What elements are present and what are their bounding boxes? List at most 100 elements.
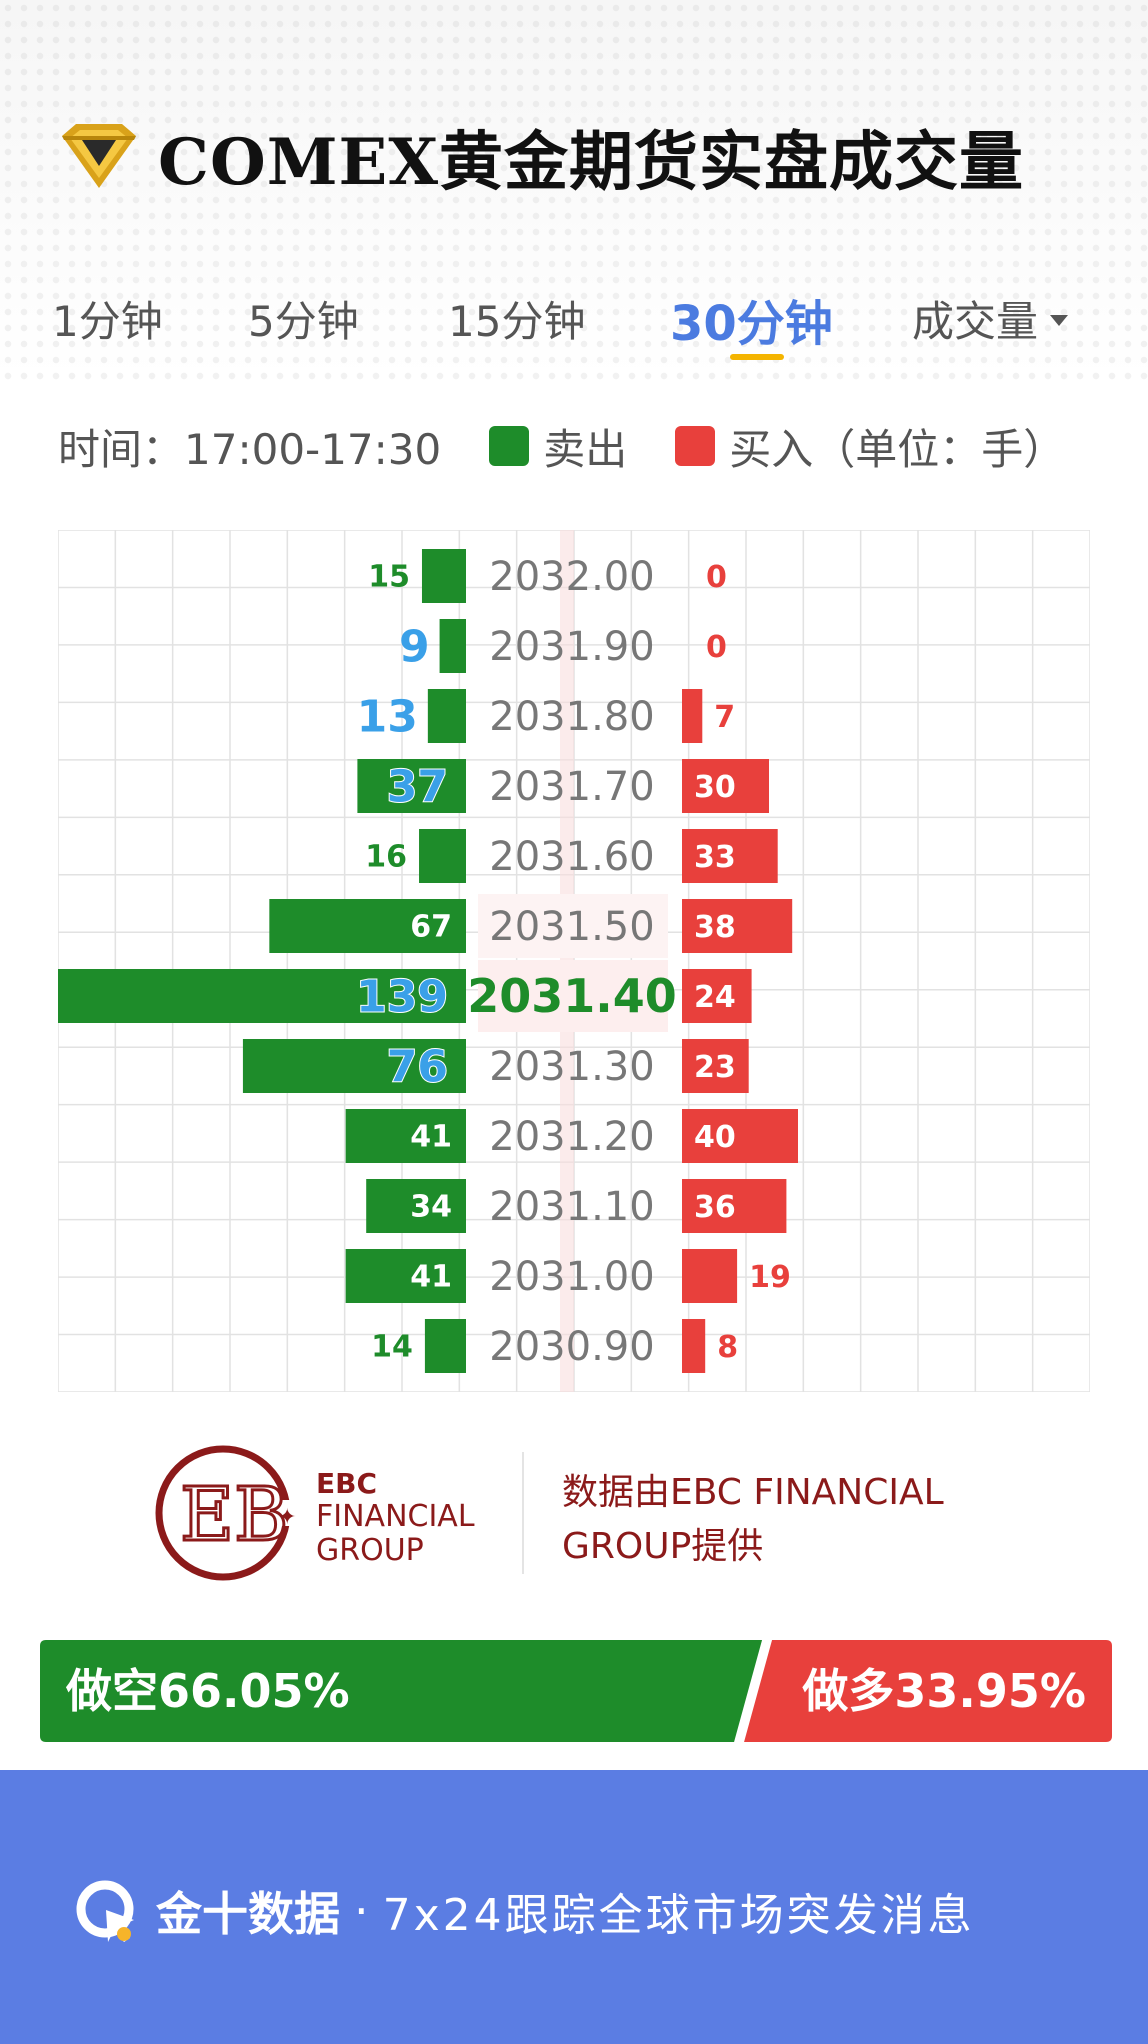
sell-legend-label: 卖出 [543,424,628,474]
price-row-bg [478,894,668,958]
ebc-logo-icon: EB ✦ [155,1445,296,1581]
buy-bar [682,829,778,883]
svg-text:✦: ✦ [278,1505,296,1530]
chart-svg: 15 2032.00 0 9 2031.90 0 13 2031.80 7 37 2031.70 30… [58,530,1090,1392]
buy-value-label: 23 [694,1050,736,1085]
sell-value-label: 76 [387,1041,448,1092]
sell-value-label: 37 [387,761,448,812]
buy-value-label: 0 [706,630,727,665]
buy-bar [682,759,769,813]
buy-bar [682,1109,798,1163]
price-label: 2031.90 [489,624,654,670]
price-label: 2031.40 [467,969,677,1023]
ebc-wordmark-line1: EBC [316,1467,378,1500]
svg-text:EB: EB [180,1472,288,1558]
tab-15min[interactable]: 15分钟 [448,297,586,346]
provider-divider [522,1452,524,1574]
footer-brand: 金十数据 [156,1887,340,1941]
sell-value-label: 34 [410,1190,452,1225]
sell-bar [269,899,466,953]
sell-bar [242,1039,466,1093]
sell-bar [424,1319,466,1373]
buy-value-label: 19 [749,1260,791,1295]
sell-color-swatch [489,426,530,466]
sell-value-label: 41 [410,1120,452,1155]
buy-bar [682,1039,749,1093]
sell-bar [58,969,466,1023]
volume-profile-chart: 15 2032.00 0 9 2031.90 0 13 2031.80 7 37 2031.70 30… [58,530,1090,1392]
footer-slogan: 7x24跟踪全球市场突发消息 [382,1890,975,1941]
price-label: 2031.60 [489,834,654,880]
buy-value-label: 30 [694,770,736,805]
sell-bar [345,1109,466,1163]
tab-1min[interactable]: 1分钟 [52,297,163,346]
long-short-ratio-bar: 做空66.05% 做多33.95% [40,1640,1112,1742]
price-label: 2031.10 [489,1184,654,1230]
title-row: COMEX黄金期货实盘成交量 [58,112,1024,202]
price-label: 2031.30 [489,1044,654,1090]
legend-row: 时间：17:00-17:30 卖出 买入（单位：手） [58,418,1065,474]
buy-value-label: 7 [714,700,735,735]
time-range-label: 时间：17:00-17:30 [58,424,442,474]
highlight-price-bg [478,960,668,1032]
price-label: 2031.80 [489,694,654,740]
price-label: 2030.90 [489,1324,654,1370]
tab-5min[interactable]: 5分钟 [248,297,359,346]
ebc-wordmark-line2: FINANCIAL [316,1499,475,1534]
sell-value-label: 41 [410,1260,452,1295]
footer-separator: · [354,1884,369,1938]
active-tab-indicator [730,354,784,360]
sell-value-label: 16 [365,840,407,875]
buy-color-swatch [675,426,716,466]
buy-bar [682,1319,706,1373]
provider-caption: 数据由EBC FINANCIAL GROUP提供 [562,1472,944,1567]
sell-bar [345,1249,466,1303]
buy-bar [682,689,703,743]
tab-30min[interactable]: 30分钟 [670,296,833,352]
buy-bar [682,969,752,1023]
sell-value-label: 14 [371,1330,413,1365]
sell-value-label: 67 [410,910,452,945]
sell-bar [439,619,466,673]
buy-legend-label: 买入（单位：手） [729,424,1066,474]
buy-bar [682,1179,787,1233]
buy-value-label: 38 [694,910,736,945]
buy-value-label: 24 [694,980,736,1015]
sell-value-label: 9 [399,621,430,672]
buy-value-label: 8 [717,1330,738,1365]
buy-value-label: 33 [694,840,736,875]
buy-value-label: 0 [706,560,727,595]
ebc-wordmark: EBC FINANCIAL GROUP [316,1470,475,1566]
caret-down-icon [1050,315,1069,326]
sell-bar [357,759,466,813]
jin10-logo-icon [76,1880,134,1942]
price-label: 2032.00 [489,554,654,600]
price-label: 2031.70 [489,764,654,810]
price-label: 2031.50 [489,904,654,950]
price-label: 2031.20 [489,1114,654,1160]
footer-banner: 金十数据 · 7x24跟踪全球市场突发消息 [0,1770,1148,2044]
interval-tabs: 1分钟 5分钟 15分钟 30分钟 成交量 [0,280,1148,370]
long-ratio-label: 做多33.95% [802,1664,1086,1718]
gold-diamond-icon [62,124,136,188]
header-background [0,0,1148,380]
price-label: 2031.00 [489,1254,654,1300]
buy-bar [682,1249,738,1303]
sell-value-label: 139 [356,971,448,1022]
provider-section: EB ✦ EBC FINANCIAL GROUP 数据由EBC FINANCIA… [150,1440,1010,1581]
page-title: COMEX黄金期货实盘成交量 [158,125,1024,200]
buy-value-label: 40 [694,1120,736,1155]
sell-bar [421,549,466,603]
sell-bar [366,1179,466,1233]
sell-value-label: 15 [368,560,410,595]
sell-bar [419,829,466,883]
ebc-wordmark-line3: GROUP [316,1533,424,1568]
buy-bar [682,899,793,953]
volume-dropdown[interactable]: 成交量 [912,288,1069,349]
sell-bar [427,689,466,743]
ratio-bar-svg [40,1640,1112,1742]
long-ratio-fill [744,1640,1112,1742]
volume-dropdown-label: 成交量 [912,297,1039,346]
sell-value-label: 13 [357,691,418,742]
buy-value-label: 36 [694,1190,736,1225]
